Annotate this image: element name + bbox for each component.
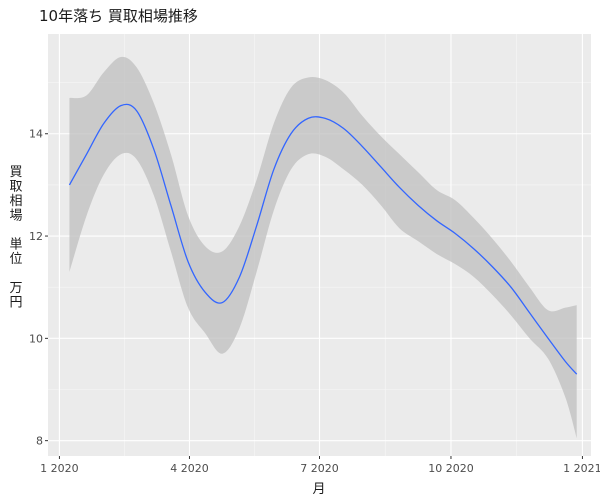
x-tick-label: 1 2020 <box>40 462 79 475</box>
chart-title: 10年落ち 買取相場推移 <box>39 7 198 25</box>
y-tick-label: 10 <box>29 332 43 345</box>
confidence-band <box>69 56 577 439</box>
x-tick-label: 4 2020 <box>170 462 209 475</box>
y-axis-title-char: 取 <box>9 180 22 195</box>
y-axis-title-char: 単 <box>9 237 22 253</box>
x-tick-label: 1 2021 <box>563 462 600 475</box>
x-tick-label: 10 2020 <box>428 462 474 475</box>
y-tick-label: 14 <box>29 128 43 141</box>
x-axis-ticks: 1 2020 4 2020 7 2020 10 2020 1 2021 <box>40 456 600 475</box>
y-axis-title-char: 買 <box>9 165 22 180</box>
y-axis-title-char: 円 <box>9 296 22 311</box>
y-tick-label: 8 <box>36 435 43 448</box>
x-tick-label: 7 2020 <box>300 462 339 475</box>
y-tick-label: 12 <box>29 230 43 243</box>
y-axis-ticks: 8 10 12 14 <box>29 128 48 448</box>
y-axis-title-char: 場 <box>9 209 22 224</box>
y-axis-title-char: 相 <box>9 194 22 209</box>
y-axis-title-char: 万 <box>9 281 22 296</box>
trend-line <box>68 103 578 375</box>
x-axis-title: 月 <box>312 482 325 497</box>
y-axis-title-char: 位 <box>9 252 22 267</box>
